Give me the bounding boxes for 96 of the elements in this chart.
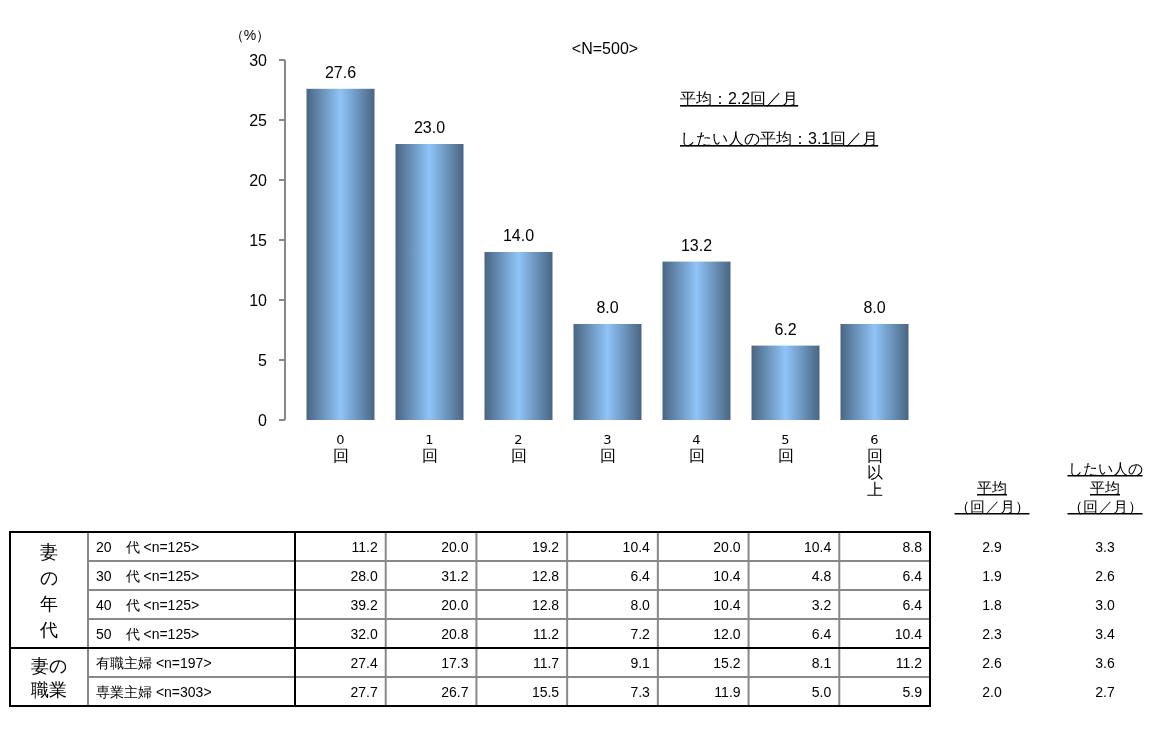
- data-label: 31.2: [441, 568, 469, 584]
- data-label: 3.4: [1095, 626, 1115, 642]
- data-label: 11.2: [351, 539, 378, 555]
- text: <N=500>: [571, 40, 639, 57]
- data-label: 10.4: [622, 539, 651, 555]
- data-label: 10.4: [713, 568, 741, 584]
- data-label: 4.8: [811, 568, 832, 584]
- data-label: 14.0: [502, 227, 535, 244]
- data-label: 27.4: [350, 655, 378, 671]
- y-tick-label: 20: [249, 172, 268, 189]
- data-label: 2.6: [1095, 568, 1115, 584]
- data-label: 28.0: [350, 568, 378, 584]
- bar: [840, 324, 909, 420]
- data-label: 11.2: [895, 655, 923, 671]
- data-label: 20.0: [713, 539, 741, 555]
- y-tick-label: 25: [249, 112, 268, 129]
- data-label: 23.0: [413, 119, 446, 136]
- x-tick-label: 5回: [777, 432, 794, 465]
- data-label: 2.3: [982, 626, 1002, 642]
- data-label: 8.0: [596, 299, 619, 316]
- data-label: 2.7: [1095, 684, 1115, 700]
- data-label: 3.0: [1095, 597, 1115, 613]
- data-label: 17.3: [441, 655, 469, 671]
- data-label: 8.0: [863, 299, 886, 316]
- data-label: 12.8: [531, 568, 560, 584]
- data-label: 7.2: [630, 626, 651, 642]
- y-axis-title: （%）: [229, 27, 271, 43]
- data-label: 6.4: [630, 568, 651, 584]
- x-tick-label: 4回: [688, 432, 705, 465]
- data-label: 10.4: [713, 597, 741, 613]
- y-tick-label: 15: [249, 232, 268, 249]
- y-tick-label: 0: [258, 412, 268, 429]
- data-label: 6.4: [902, 597, 923, 613]
- y-tick-label: 10: [249, 292, 268, 309]
- text: 妻の年代: [39, 542, 58, 641]
- text: 妻の職業: [31, 655, 67, 700]
- x-tick-label: 1回: [421, 432, 438, 465]
- x-tick-label: 3回: [599, 432, 616, 465]
- data-label: 8.8: [902, 539, 923, 555]
- data-label: 26.7: [441, 684, 469, 700]
- x-tick-label: 0回: [332, 432, 349, 465]
- bar: [751, 345, 820, 420]
- y-tick-label: 30: [249, 52, 268, 69]
- y-tick-label: 専業主婦 <n=303>: [96, 684, 212, 700]
- data-label: 15.5: [531, 684, 560, 700]
- data-label: 13.2: [680, 236, 713, 254]
- data-label: 3.6: [1095, 655, 1115, 671]
- data-label: 10.4: [894, 626, 923, 642]
- data-label: 20.0: [441, 597, 469, 613]
- data-label: 32.0: [350, 626, 378, 642]
- x-tick-label: 2回: [510, 432, 527, 465]
- data-label: 11.9: [714, 684, 741, 700]
- data-label: 11.7: [532, 655, 560, 671]
- data-label: 8.1: [811, 655, 832, 671]
- y-tick-label: 40 代 <n=125>: [96, 597, 200, 613]
- bar: [484, 252, 553, 420]
- data-label: 3.3: [1095, 539, 1115, 555]
- data-label: 27.6: [324, 63, 357, 81]
- x-tick-label: したい人の平均（回／月）: [1067, 460, 1143, 515]
- data-label: 2.6: [982, 655, 1002, 671]
- data-label: 6.2: [774, 320, 797, 338]
- data-label: 11.2: [532, 626, 560, 642]
- x-tick-label: 6回以上: [866, 432, 883, 499]
- data-label: 15.2: [713, 655, 741, 671]
- y-tick-label: 20 代 <n=125>: [96, 539, 200, 555]
- data-label: 9.1: [630, 655, 651, 671]
- bar: [573, 324, 642, 420]
- data-label: 6.4: [811, 626, 832, 642]
- bar: [306, 88, 375, 420]
- data-label: 39.2: [350, 597, 378, 613]
- bar: [662, 261, 731, 420]
- data-label: 2.9: [982, 539, 1002, 555]
- data-label: 10.4: [804, 539, 832, 555]
- annotation: したい人の平均：3.1回／月: [680, 130, 879, 147]
- annotation: 平均：2.2回／月: [680, 90, 799, 107]
- data-label: 12.8: [531, 597, 560, 613]
- y-tick-label: 50 代 <n=125>: [96, 626, 200, 642]
- y-tick-label: 30 代 <n=125>: [96, 568, 200, 584]
- data-label: 1.9: [982, 568, 1002, 584]
- x-tick-label: 平均（回／月）: [954, 479, 1030, 515]
- data-label: 3.2: [811, 597, 832, 613]
- data-label: 20.8: [441, 626, 469, 642]
- data-label: 7.3: [630, 684, 651, 700]
- data-label: 6.4: [902, 568, 923, 584]
- data-label: 2.0: [982, 684, 1002, 700]
- data-label: 5.0: [811, 684, 832, 700]
- data-label: 19.2: [531, 539, 560, 555]
- y-tick-label: 有職主婦 <n=197>: [96, 655, 212, 671]
- data-label: 27.7: [350, 684, 378, 700]
- data-label: 1.8: [982, 597, 1002, 613]
- data-label: 5.9: [902, 684, 923, 700]
- data-label: 8.0: [630, 597, 651, 613]
- y-tick-label: 5: [258, 352, 268, 369]
- bar: [395, 144, 464, 420]
- data-label: 20.0: [441, 539, 469, 555]
- data-label: 12.0: [713, 626, 741, 642]
